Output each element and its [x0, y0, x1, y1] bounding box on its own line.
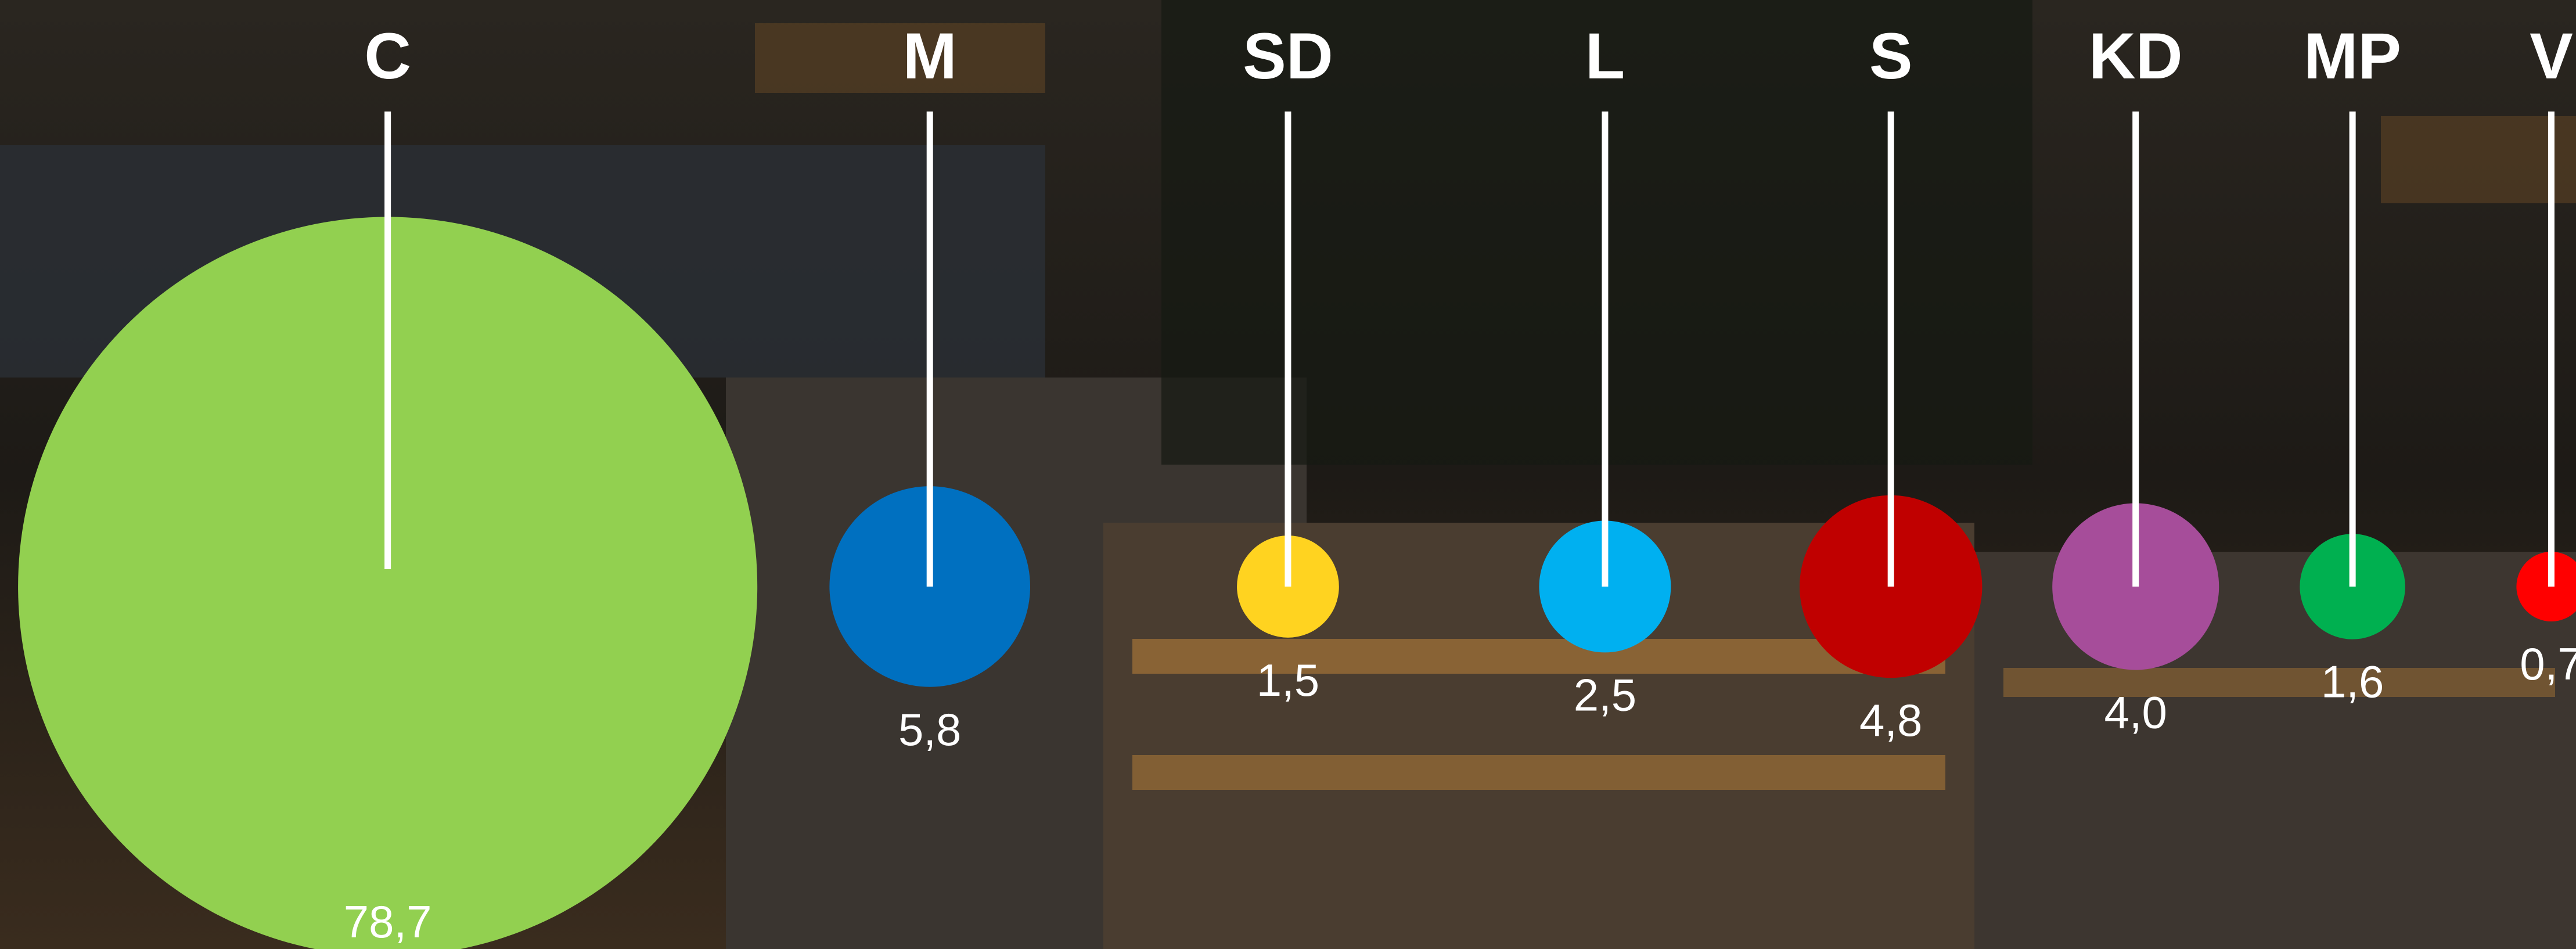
value-label: 4,8 — [1859, 695, 1922, 746]
category-label: KD — [2089, 20, 2183, 92]
category-label: M — [903, 20, 957, 92]
value-label: 2,5 — [1574, 669, 1636, 720]
value-label: 4,0 — [2104, 686, 2167, 738]
bubble — [18, 217, 757, 949]
category-label: MP — [2304, 20, 2401, 92]
category-label: S — [1869, 20, 1913, 92]
category-label: L — [1585, 20, 1625, 92]
value-label: 1,6 — [2321, 656, 2384, 707]
value-label: 78,7 — [344, 896, 432, 947]
category-label: V — [2530, 20, 2573, 92]
bubble — [2516, 551, 2576, 621]
value-label: 5,8 — [898, 704, 961, 755]
category-label: SD — [1243, 20, 1333, 92]
value-label: 1,5 — [1257, 655, 1319, 706]
value-label: 0,7 — [2520, 638, 2576, 689]
bubble — [829, 486, 1031, 687]
category-label: C — [364, 20, 411, 92]
